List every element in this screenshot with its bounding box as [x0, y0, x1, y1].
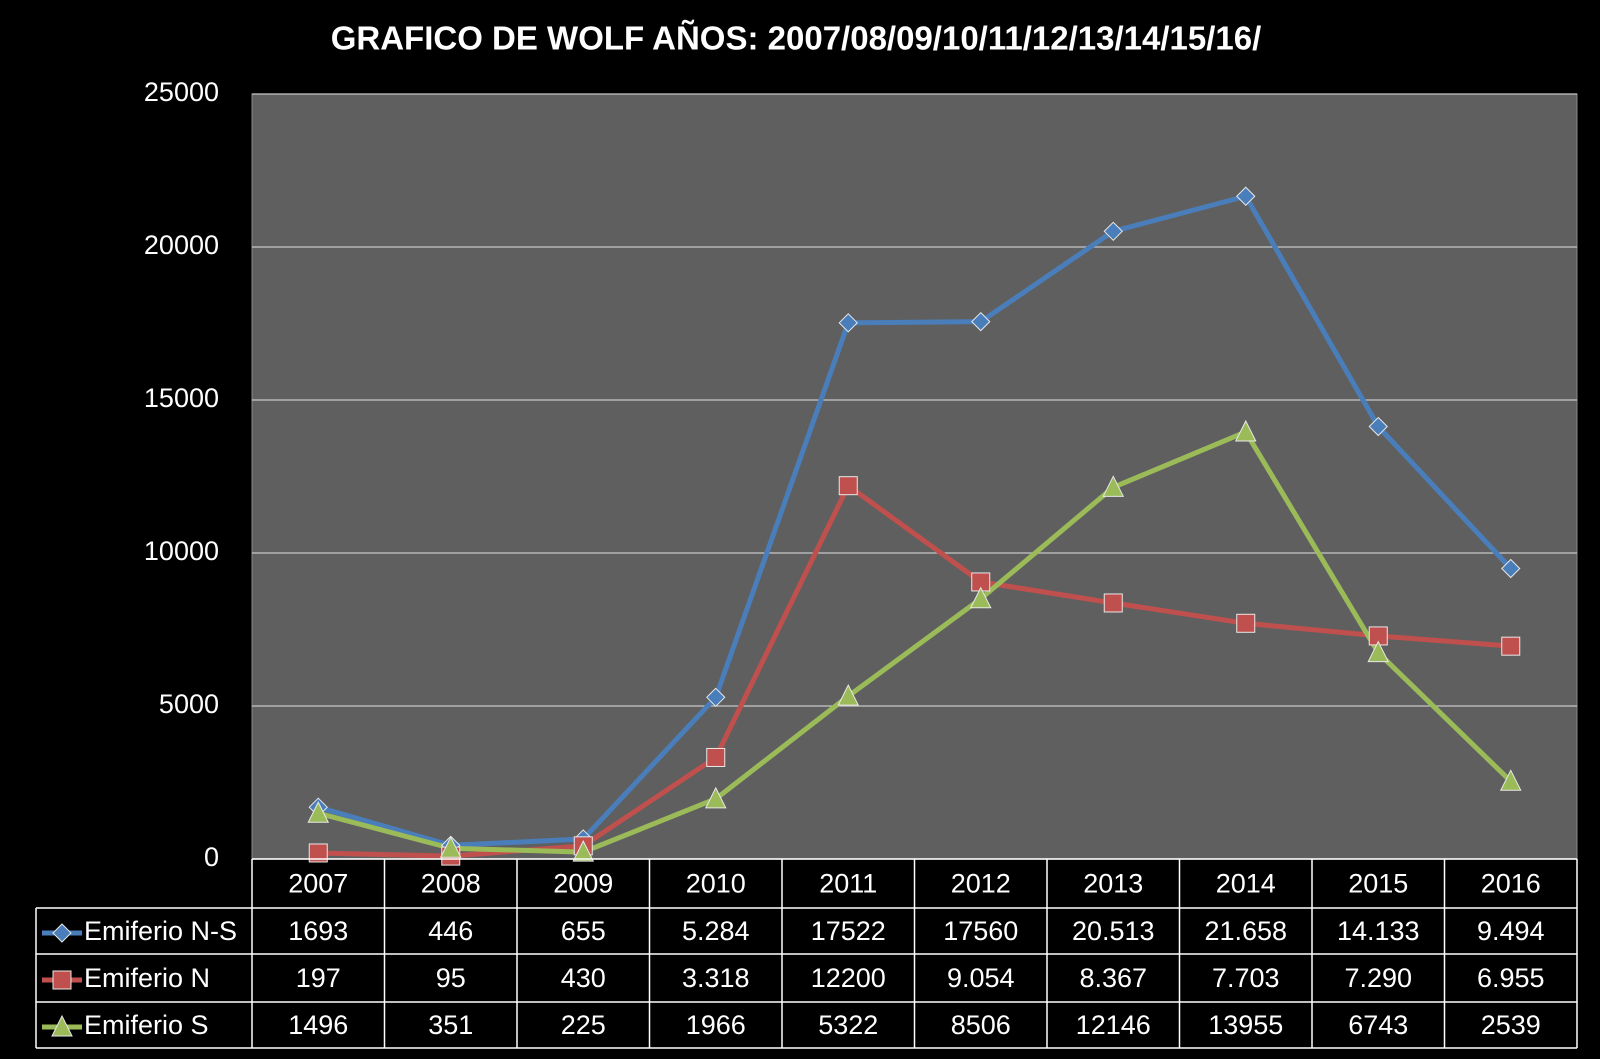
x-tick-label: 2016 [1481, 869, 1541, 899]
x-tick-label: 2015 [1348, 869, 1408, 899]
y-tick-label: 20000 [144, 230, 219, 260]
marker [1236, 186, 1256, 206]
marker [1367, 640, 1390, 663]
marker [1236, 613, 1256, 633]
table-cell: 351 [428, 1010, 473, 1040]
table-cell: 20.513 [1072, 916, 1155, 946]
marker [1234, 419, 1257, 442]
table-cell: 1966 [686, 1010, 746, 1040]
x-tick-label: 2009 [553, 869, 613, 899]
marker [704, 786, 727, 809]
marker [1102, 475, 1125, 497]
table-cell: 1496 [288, 1010, 348, 1040]
table-cell: 8.367 [1079, 963, 1147, 993]
marker [1501, 636, 1521, 656]
plot-area [251, 93, 1578, 860]
marker [572, 839, 595, 862]
series-line [317, 193, 1513, 848]
series-line [317, 429, 1513, 855]
x-tick-label: 2013 [1083, 869, 1143, 899]
y-tick-label: 5000 [159, 689, 219, 719]
table-cell: 12200 [811, 963, 886, 993]
y-tick-label: 0 [204, 842, 219, 872]
y-tick-label: 10000 [144, 536, 219, 566]
legend-label: Emiferio N-S [84, 916, 237, 946]
marker [1499, 769, 1522, 791]
table-cell: 6743 [1348, 1010, 1408, 1040]
table-cell: 430 [561, 963, 606, 993]
table-cell: 17560 [943, 916, 1018, 946]
marker [971, 311, 991, 332]
marker [52, 923, 72, 943]
table-cell: 14.133 [1337, 916, 1420, 946]
table-cell: 7.703 [1212, 963, 1280, 993]
table-cell: 5322 [818, 1010, 878, 1040]
table-cell: 225 [561, 1010, 606, 1040]
x-tick-label: 2010 [686, 869, 746, 899]
table-cell: 13955 [1208, 1010, 1283, 1040]
table-cell: 2539 [1481, 1010, 1541, 1040]
chart-title: GRAFICO DE WOLF AÑOS: 2007/08/09/10/11/1… [331, 20, 1262, 57]
table-cell: 7.290 [1344, 963, 1412, 993]
table-cell: 1693 [288, 916, 348, 946]
marker [307, 801, 330, 823]
marker [1368, 416, 1388, 437]
y-tick-label: 15000 [144, 383, 219, 413]
table-cell: 17522 [811, 916, 886, 946]
table-cell: 5.284 [682, 916, 750, 946]
marker [51, 1014, 73, 1037]
table-cell: 9.054 [947, 963, 1015, 993]
legend-label: Emiferio S [84, 1010, 209, 1040]
marker [837, 684, 860, 706]
table-cell: 446 [428, 916, 473, 946]
x-tick-label: 2008 [421, 869, 481, 899]
table-cell: 197 [296, 963, 341, 993]
table-cell: 95 [436, 963, 466, 993]
marker [706, 747, 726, 767]
table-cell: 12146 [1076, 1010, 1151, 1040]
x-tick-label: 2012 [951, 869, 1011, 899]
table-cell: 655 [561, 916, 606, 946]
marker [1103, 593, 1123, 613]
legend-label: Emiferio N [84, 963, 210, 993]
table-cell: 9.494 [1477, 916, 1545, 946]
table-cell: 21.658 [1204, 916, 1287, 946]
marker [1501, 558, 1521, 579]
marker [52, 970, 72, 990]
y-tick-label: 25000 [144, 77, 219, 107]
x-tick-label: 2007 [288, 869, 348, 899]
x-tick-label: 2014 [1216, 869, 1276, 899]
x-tick-label: 2011 [819, 869, 877, 899]
marker [706, 687, 726, 708]
marker [1103, 221, 1123, 242]
table-cell: 8506 [951, 1010, 1011, 1040]
marker [838, 476, 858, 496]
marker [439, 836, 462, 858]
table-cell: 6.955 [1477, 963, 1545, 993]
marker [838, 313, 858, 333]
marker [308, 843, 328, 863]
marker [969, 586, 992, 609]
table-cell: 3.318 [682, 963, 750, 993]
